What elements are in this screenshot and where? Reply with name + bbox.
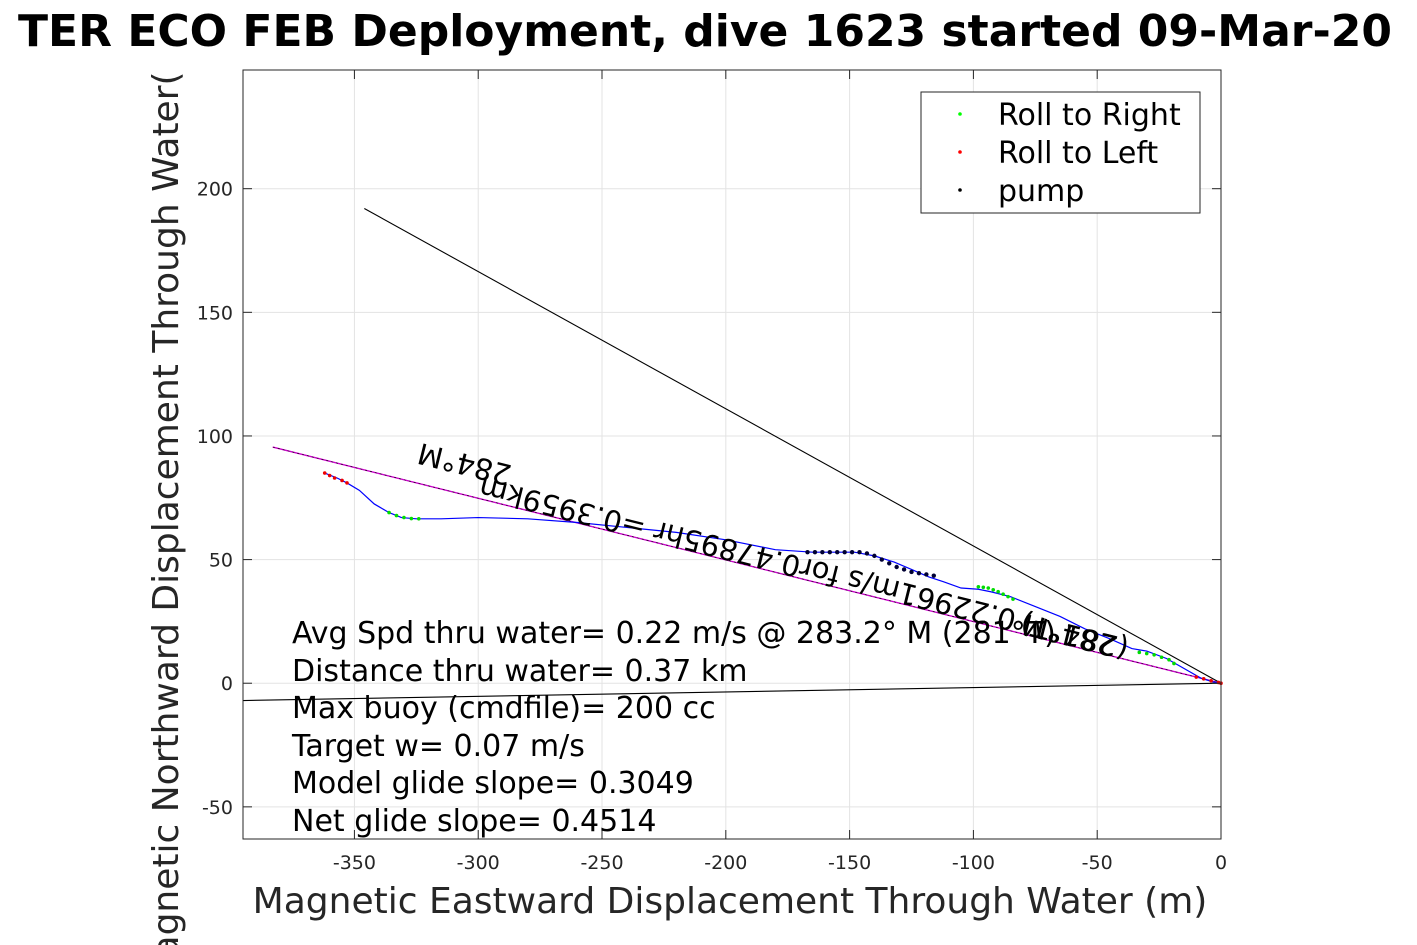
data-layer	[242, 207, 1223, 702]
pump-point	[931, 573, 936, 578]
x-tick-label: -300	[457, 852, 500, 874]
stats-block: Avg Spd thru water= 0.22 m/s @ 283.2° M …	[291, 616, 1056, 839]
legend-marker-roll-left	[958, 150, 962, 154]
roll-right-point	[1159, 655, 1164, 660]
roll-right-point	[387, 510, 391, 515]
x-tick-label: -350	[333, 852, 376, 874]
x-axis-label: Magnetic Eastward Displacement Through W…	[253, 881, 1208, 922]
pump-point	[887, 561, 892, 566]
legend-label-roll-right: Roll to Right	[998, 98, 1181, 133]
y-tick-label: 200	[197, 179, 233, 201]
roll-left-point	[327, 473, 332, 478]
heading-line	[242, 682, 1222, 702]
roll-right-point	[409, 516, 414, 521]
x-tick-label: -100	[952, 852, 995, 874]
roll-right-point	[1167, 657, 1171, 662]
pump-point	[872, 553, 877, 559]
pump-point	[924, 572, 929, 577]
roll-left-point	[332, 476, 337, 480]
x-tick-label: 0	[1215, 852, 1227, 874]
pump-point	[901, 567, 907, 572]
pump-point	[842, 549, 847, 555]
stat-max-buoy: Max buoy (cmdfile)= 200 cc	[292, 691, 716, 726]
roll-right-point	[1137, 650, 1142, 655]
roll-right-point	[402, 515, 406, 520]
x-tick-label: -50	[1082, 852, 1113, 874]
roll-right-point	[1001, 592, 1005, 597]
y-tick-label: 0	[221, 673, 233, 695]
legend-marker-roll-right	[958, 112, 962, 116]
roll-right-point	[1006, 594, 1010, 599]
legend: Roll to Right Roll to Left pump	[920, 91, 1201, 214]
heading-line	[272, 446, 1222, 684]
x-tick-label: -150	[828, 852, 871, 874]
y-tick-label: 150	[197, 302, 233, 324]
roll-left-point	[1209, 678, 1213, 683]
roll-right-point	[1144, 651, 1149, 656]
legend-label-pump: pump	[998, 174, 1084, 209]
pump-point	[805, 549, 810, 555]
roll-right-point	[394, 513, 399, 518]
stat-avg-speed: Avg Spd thru water= 0.22 m/s @ 283.2° M …	[292, 616, 1056, 651]
pump-point	[894, 564, 899, 570]
roll-right-point	[1172, 661, 1176, 666]
pump-point	[835, 549, 840, 555]
y-tick-label: 100	[197, 426, 233, 448]
pump-point	[820, 549, 825, 555]
pump-point	[827, 549, 832, 555]
pump-point	[879, 557, 884, 562]
stat-distance: Distance thru water= 0.37 km	[292, 654, 747, 689]
y-axis-label: Magnetic Northward Displacement Through …	[146, 71, 187, 945]
roll-right-point	[976, 584, 981, 589]
roll-left-point	[340, 478, 344, 483]
y-tick-label: 50	[209, 550, 233, 572]
roll-left-point	[345, 481, 349, 485]
roll-right-point	[986, 586, 991, 590]
roll-left-point	[1194, 675, 1199, 679]
axes-frame	[242, 69, 1222, 840]
chart-title: TER ECO FEB Deployment, dive 1623 starte…	[18, 6, 1392, 57]
roll-left-point	[322, 471, 327, 475]
heading-line	[364, 207, 1222, 684]
x-tick-label: -200	[704, 852, 747, 874]
roll-right-point	[416, 516, 421, 521]
x-tick-label: -250	[580, 852, 623, 874]
roll-right-point	[996, 589, 1000, 594]
y-tick-label: -50	[202, 797, 233, 819]
pump-point	[864, 551, 870, 556]
pump-point	[812, 549, 818, 555]
roll-right-point	[1152, 652, 1156, 657]
roll-right-point	[991, 587, 996, 592]
roll-right-point	[981, 585, 986, 590]
pump-point	[909, 569, 914, 575]
stat-net-glide-slope: Net glide slope= 0.4514	[292, 804, 656, 839]
pump-point	[857, 549, 862, 555]
roll-left-point	[1201, 676, 1206, 681]
legend-box	[920, 91, 1201, 214]
pump-point	[849, 549, 855, 555]
pump-point	[916, 570, 922, 576]
stat-target-w: Target w= 0.07 m/s	[291, 729, 585, 764]
roll-right-point	[1011, 597, 1015, 601]
stat-model-glide-slope: Model glide slope= 0.3049	[292, 766, 694, 801]
legend-marker-pump	[958, 188, 962, 192]
ticks: -350 -300 -250 -200 -150 -100 -50 0 -50 0 50 100 150…	[197, 70, 1227, 874]
legend-label-roll-left: Roll to Left	[998, 136, 1158, 171]
